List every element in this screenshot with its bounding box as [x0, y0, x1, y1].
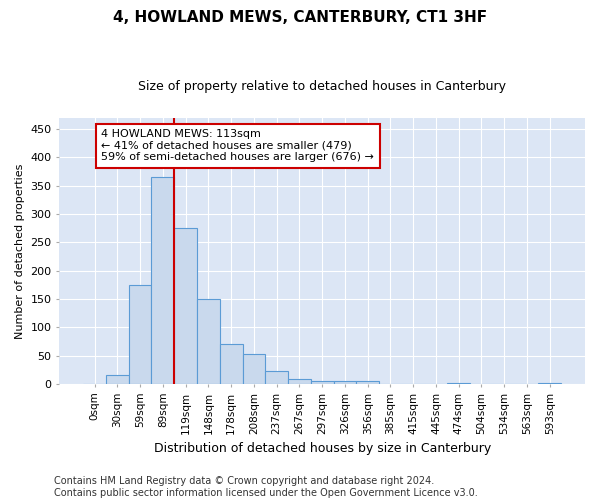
X-axis label: Distribution of detached houses by size in Canterbury: Distribution of detached houses by size … — [154, 442, 491, 455]
Bar — [129, 285, 151, 384]
Bar — [151, 177, 174, 384]
Bar — [538, 383, 561, 384]
Bar — [242, 354, 265, 384]
Bar — [106, 376, 129, 384]
Text: 4 HOWLAND MEWS: 113sqm
← 41% of detached houses are smaller (479)
59% of semi-de: 4 HOWLAND MEWS: 113sqm ← 41% of detached… — [101, 129, 374, 162]
Bar — [220, 344, 242, 384]
Bar — [311, 380, 334, 384]
Bar — [265, 372, 288, 384]
Text: Contains HM Land Registry data © Crown copyright and database right 2024.
Contai: Contains HM Land Registry data © Crown c… — [54, 476, 478, 498]
Bar — [174, 228, 197, 384]
Bar — [448, 383, 470, 384]
Bar — [334, 381, 356, 384]
Y-axis label: Number of detached properties: Number of detached properties — [15, 163, 25, 338]
Bar — [197, 299, 220, 384]
Title: Size of property relative to detached houses in Canterbury: Size of property relative to detached ho… — [138, 80, 506, 93]
Text: 4, HOWLAND MEWS, CANTERBURY, CT1 3HF: 4, HOWLAND MEWS, CANTERBURY, CT1 3HF — [113, 10, 487, 25]
Bar — [288, 380, 311, 384]
Bar — [356, 381, 379, 384]
